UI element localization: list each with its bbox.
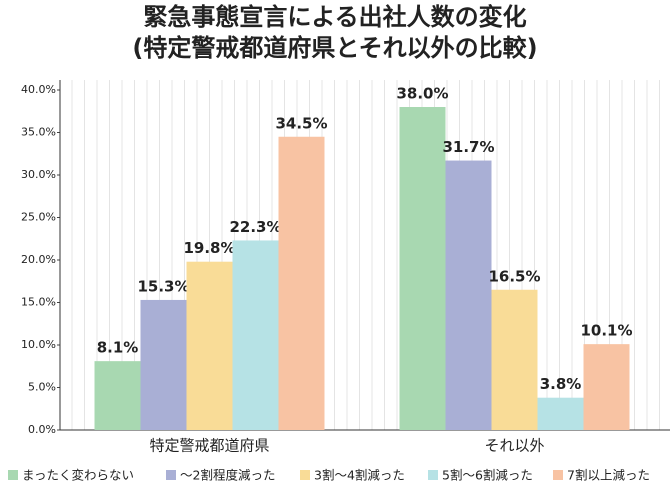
value-label: 15.3% xyxy=(137,277,189,295)
value-label: 38.0% xyxy=(396,85,448,103)
legend-label: 5割～6割減った xyxy=(442,468,533,483)
value-label: 3.8% xyxy=(540,375,582,393)
x-tick-label: 特定警戒都道府県 xyxy=(149,437,269,455)
chart-subtitle: (特定警戒都道府県とそれ以外の比較) xyxy=(132,34,537,62)
legend-swatch xyxy=(428,470,438,480)
y-tick-label: 20.0% xyxy=(21,253,56,266)
value-label: 31.7% xyxy=(442,138,494,156)
bar xyxy=(186,261,233,430)
legend-swatch xyxy=(8,470,18,480)
bar xyxy=(583,344,630,430)
bar xyxy=(491,289,538,430)
value-label: 10.1% xyxy=(580,322,632,340)
value-label: 16.5% xyxy=(488,267,540,285)
value-label: 8.1% xyxy=(97,339,139,357)
y-tick-label: 5.0% xyxy=(28,381,56,394)
y-tick-label: 25.0% xyxy=(21,211,56,224)
bar xyxy=(140,299,187,430)
bar xyxy=(278,136,325,430)
bar xyxy=(232,240,279,430)
bar xyxy=(94,361,141,430)
chart-title: 緊急事態宣言による出社人数の変化 xyxy=(143,3,526,31)
y-tick-label: 40.0% xyxy=(21,83,56,96)
y-tick-label: 0.0% xyxy=(28,423,56,436)
value-label: 22.3% xyxy=(229,218,281,236)
y-tick-label: 35.0% xyxy=(21,126,56,139)
legend-swatch xyxy=(553,470,563,480)
value-label: 34.5% xyxy=(275,114,327,132)
bar xyxy=(537,397,584,430)
value-label: 19.8% xyxy=(183,239,235,257)
legend-label: 7割以上減った xyxy=(567,468,650,483)
legend-label: ～2割程度減った xyxy=(180,468,275,483)
x-tick-label: それ以外 xyxy=(484,437,544,455)
bar xyxy=(399,107,446,430)
bar xyxy=(445,160,492,431)
legend-swatch xyxy=(300,470,310,480)
y-tick-label: 15.0% xyxy=(21,296,56,309)
legend-label: まったく変わらない xyxy=(22,468,134,483)
legend-swatch xyxy=(166,470,176,480)
legend-label: 3割～4割減った xyxy=(314,468,405,483)
y-tick-label: 10.0% xyxy=(21,338,56,351)
y-tick-label: 30.0% xyxy=(21,168,56,181)
